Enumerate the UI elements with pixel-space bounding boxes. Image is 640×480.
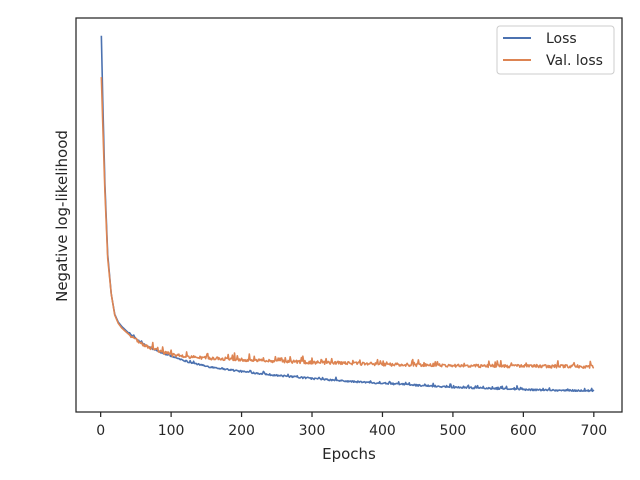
series-lines xyxy=(100,35,595,393)
x-tick-label: 500 xyxy=(440,423,467,439)
series-line-val-loss xyxy=(100,77,595,369)
x-tick-label: 200 xyxy=(228,423,255,439)
x-tick-label: 300 xyxy=(299,423,326,439)
plot-frame xyxy=(75,17,623,413)
x-axis-label: Epochs xyxy=(322,445,376,463)
x-tick-label: 600 xyxy=(510,423,537,439)
legend-label-loss: Loss xyxy=(546,31,577,47)
series-line-loss xyxy=(100,35,595,393)
y-axis-label: Negative log-likelihood xyxy=(53,130,71,302)
legend: Loss Val. loss xyxy=(496,25,615,75)
x-axis-ticks: 0 100 200 300 400 500 600 700 xyxy=(96,412,607,439)
x-tick-label: 700 xyxy=(580,423,607,439)
x-tick-label: 400 xyxy=(369,423,396,439)
plot-area xyxy=(76,18,622,412)
x-tick-label: 100 xyxy=(158,423,185,439)
legend-label-val-loss: Val. loss xyxy=(546,53,603,69)
x-tick-label: 0 xyxy=(96,423,105,439)
